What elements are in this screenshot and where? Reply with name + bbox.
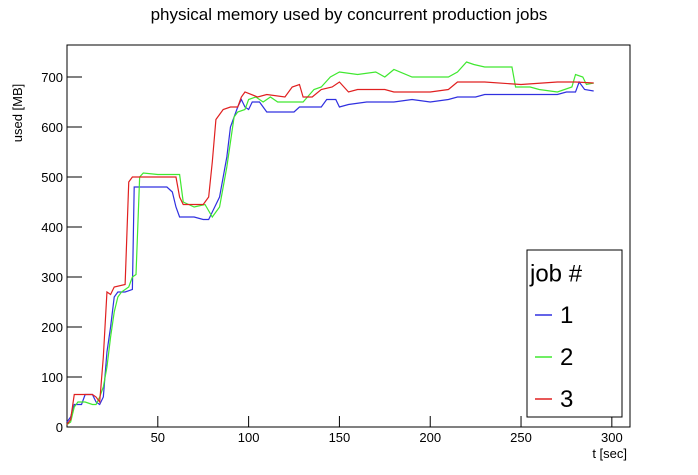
y-axis-label: used [MB] <box>10 84 25 143</box>
data-line <box>66 80 594 423</box>
legend-label: 2 <box>560 344 573 371</box>
y-tick-label: 0 <box>56 420 63 435</box>
chart-title: physical memory used by concurrent produ… <box>151 5 548 24</box>
x-tick-label: 150 <box>329 430 351 445</box>
legend-box <box>526 249 623 418</box>
legend: job # 1 2 3 <box>526 249 623 418</box>
plot-frame <box>66 44 631 428</box>
y-tick-label: 600 <box>41 120 63 135</box>
x-tick-label: 50 <box>151 430 165 445</box>
y-tick-label: 500 <box>41 170 63 185</box>
x-tick-label: 100 <box>238 430 260 445</box>
y-tick-label: 200 <box>41 320 63 335</box>
x-tick-label: 250 <box>510 430 532 445</box>
x-axis-label: t [sec] <box>592 446 627 461</box>
y-tick-label: 300 <box>41 270 63 285</box>
data-line <box>66 61 594 425</box>
x-tick-label: 200 <box>419 430 441 445</box>
y-tick-label: 100 <box>41 370 63 385</box>
legend-title: job # <box>529 260 583 287</box>
legend-label: 3 <box>560 386 573 413</box>
y-tick-label: 700 <box>41 70 63 85</box>
y-tick-label: 400 <box>41 220 63 235</box>
x-tick-label: 300 <box>601 430 623 445</box>
data-line <box>66 81 594 425</box>
legend-label: 1 <box>560 302 573 329</box>
